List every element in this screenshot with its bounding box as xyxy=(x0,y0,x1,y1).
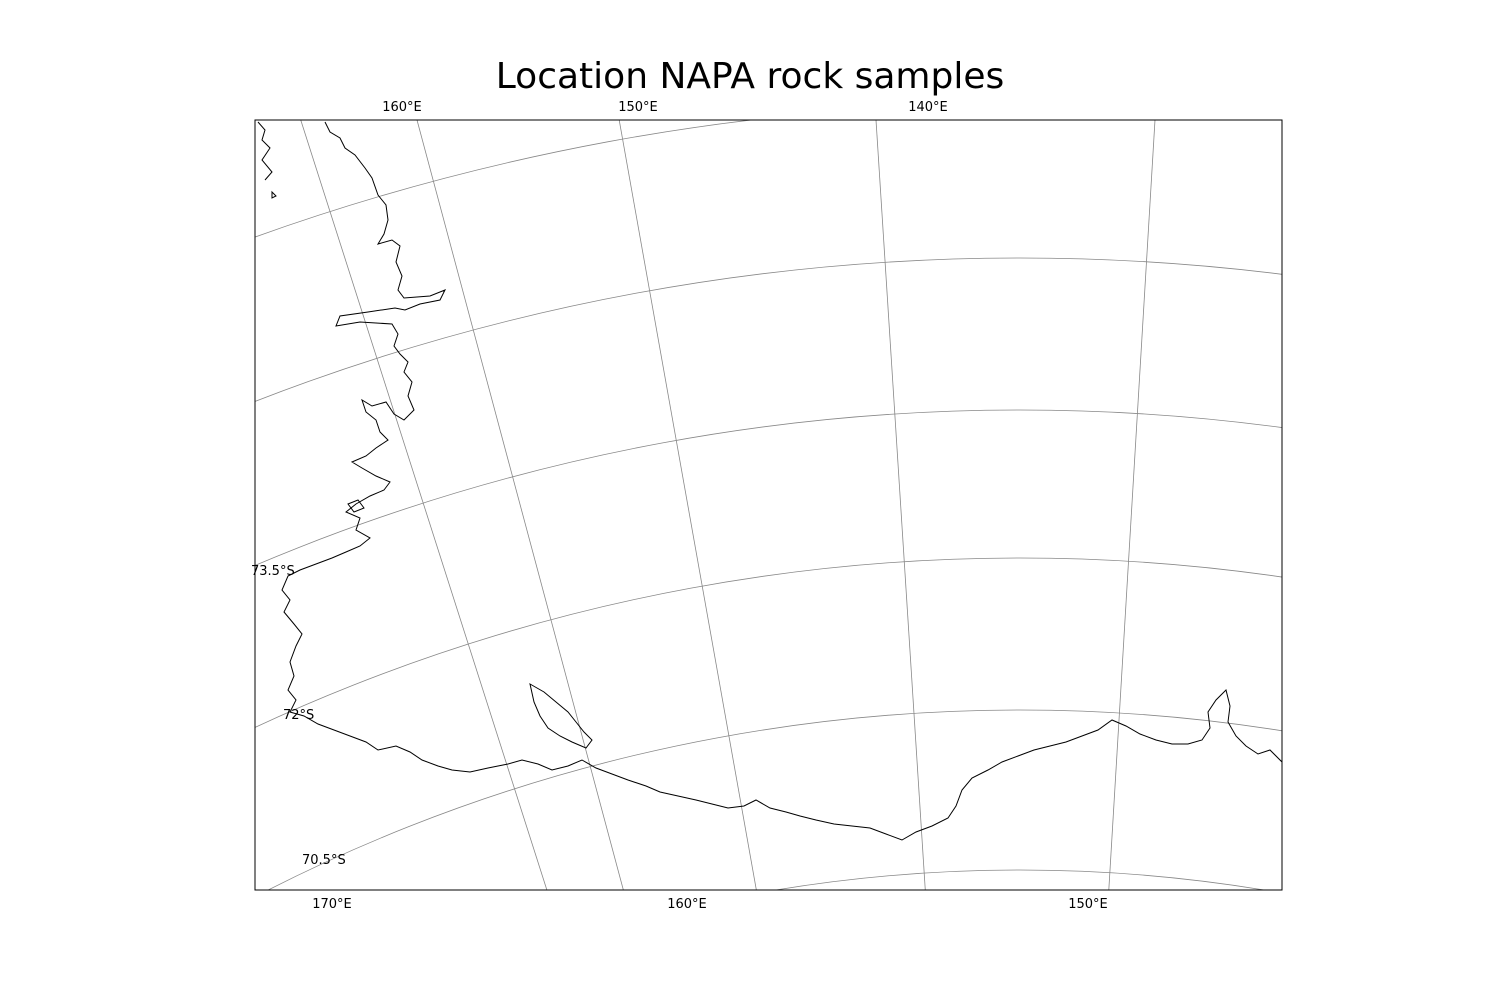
lat-circle xyxy=(255,558,1282,729)
coastline xyxy=(257,121,1282,841)
top-lon-label: 160°E xyxy=(382,100,422,115)
lat-label: 73.5°S xyxy=(251,564,295,579)
map-title: Location NAPA rock samples xyxy=(495,56,1005,97)
bottom-lon-label: 150°E xyxy=(1068,897,1108,912)
coastline-path xyxy=(271,190,277,199)
top-lon-label: 140°E xyxy=(908,100,948,115)
lat-circle xyxy=(255,410,1282,567)
map-frame xyxy=(254,119,1283,891)
top-lon-label: 150°E xyxy=(618,100,658,115)
lat-label: 72°S xyxy=(283,708,314,723)
coastline-path xyxy=(257,121,1282,841)
bottom-lon-label: 170°E xyxy=(312,897,352,912)
bottom-lon-label: 160°E xyxy=(667,897,707,912)
meridian-line xyxy=(416,120,624,890)
coastline-path xyxy=(347,499,365,513)
meridian-line xyxy=(300,120,548,890)
meridian-line xyxy=(618,120,757,890)
lat-label: 70.5°S xyxy=(302,853,346,868)
meridian-line xyxy=(875,120,926,890)
tick-labels: 160°E 150°E 140°E 170°E 160°E 150°E 73.5… xyxy=(251,100,1108,912)
lat-circle xyxy=(255,120,758,239)
meridian-line xyxy=(1108,120,1156,890)
lat-circle xyxy=(255,258,1282,402)
coastline-path xyxy=(529,683,593,749)
